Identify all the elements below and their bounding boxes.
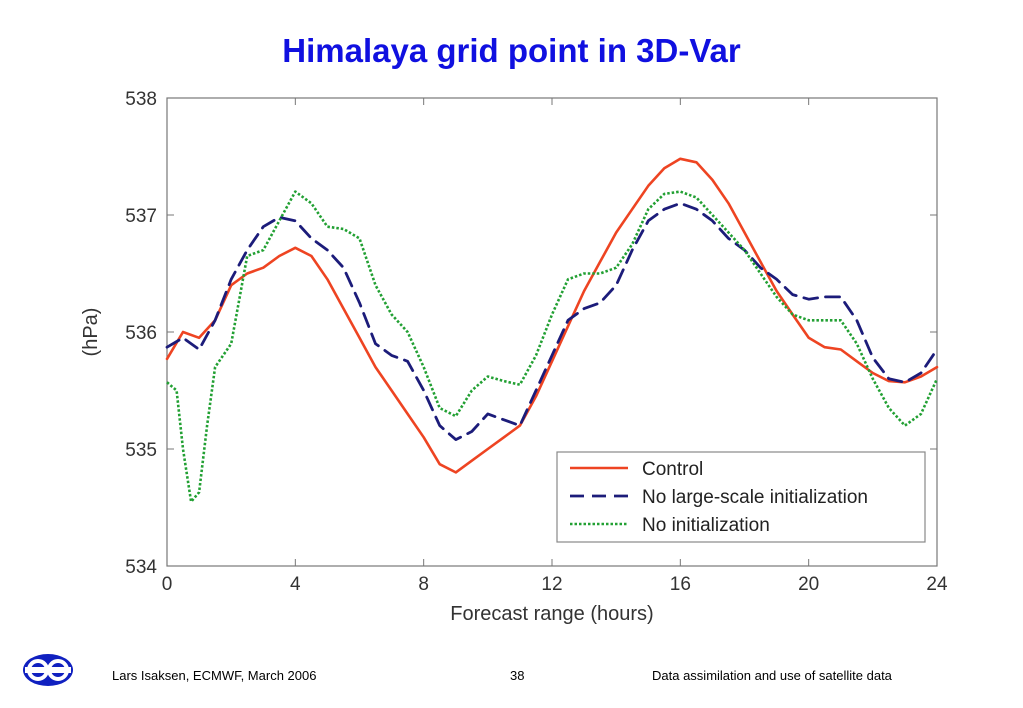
x-tick-label: 8 xyxy=(418,574,429,595)
x-tick-label: 16 xyxy=(670,574,691,595)
series-line-no-initialization xyxy=(166,190,939,504)
y-tick-label: 536 xyxy=(125,323,157,344)
page-number: 38 xyxy=(510,668,525,683)
legend: Control No large-scale initialization No i… xyxy=(556,451,926,543)
legend-entry-label: No initialization xyxy=(642,515,770,536)
series-layer xyxy=(165,157,939,504)
legend-entry-label: No large-scale initialization xyxy=(642,487,868,508)
series-line-no-large-scale-initialization xyxy=(165,201,939,442)
slide-title: Himalaya grid point in 3D-Var xyxy=(282,32,741,69)
legend-entry-label: Control xyxy=(642,459,703,480)
line-chart: 0 4 8 12 16 20 24 534 535 536 537 538 Control No lar… xyxy=(80,89,948,625)
axis-ticks: 0 4 8 12 16 20 24 534 535 536 537 538 xyxy=(125,89,948,595)
y-tick-label: 537 xyxy=(125,206,157,227)
series-line-control xyxy=(165,157,939,474)
y-axis-label: (hPa) xyxy=(80,308,102,357)
x-tick-label: 20 xyxy=(798,574,819,595)
x-tick-label: 12 xyxy=(541,574,562,595)
y-tick-label: 538 xyxy=(125,89,157,110)
x-tick-label: 24 xyxy=(926,574,948,595)
x-tick-label: 4 xyxy=(290,574,301,595)
ecmwf-logo-icon xyxy=(23,654,73,686)
footer-author: Lars Isaksen, ECMWF, March 2006 xyxy=(112,668,317,683)
y-tick-label: 535 xyxy=(125,440,157,461)
x-axis-label: Forecast range (hours) xyxy=(450,603,653,625)
footer-course-title: Data assimilation and use of satellite d… xyxy=(652,668,892,683)
y-tick-label: 534 xyxy=(125,557,157,578)
x-tick-label: 0 xyxy=(162,574,173,595)
